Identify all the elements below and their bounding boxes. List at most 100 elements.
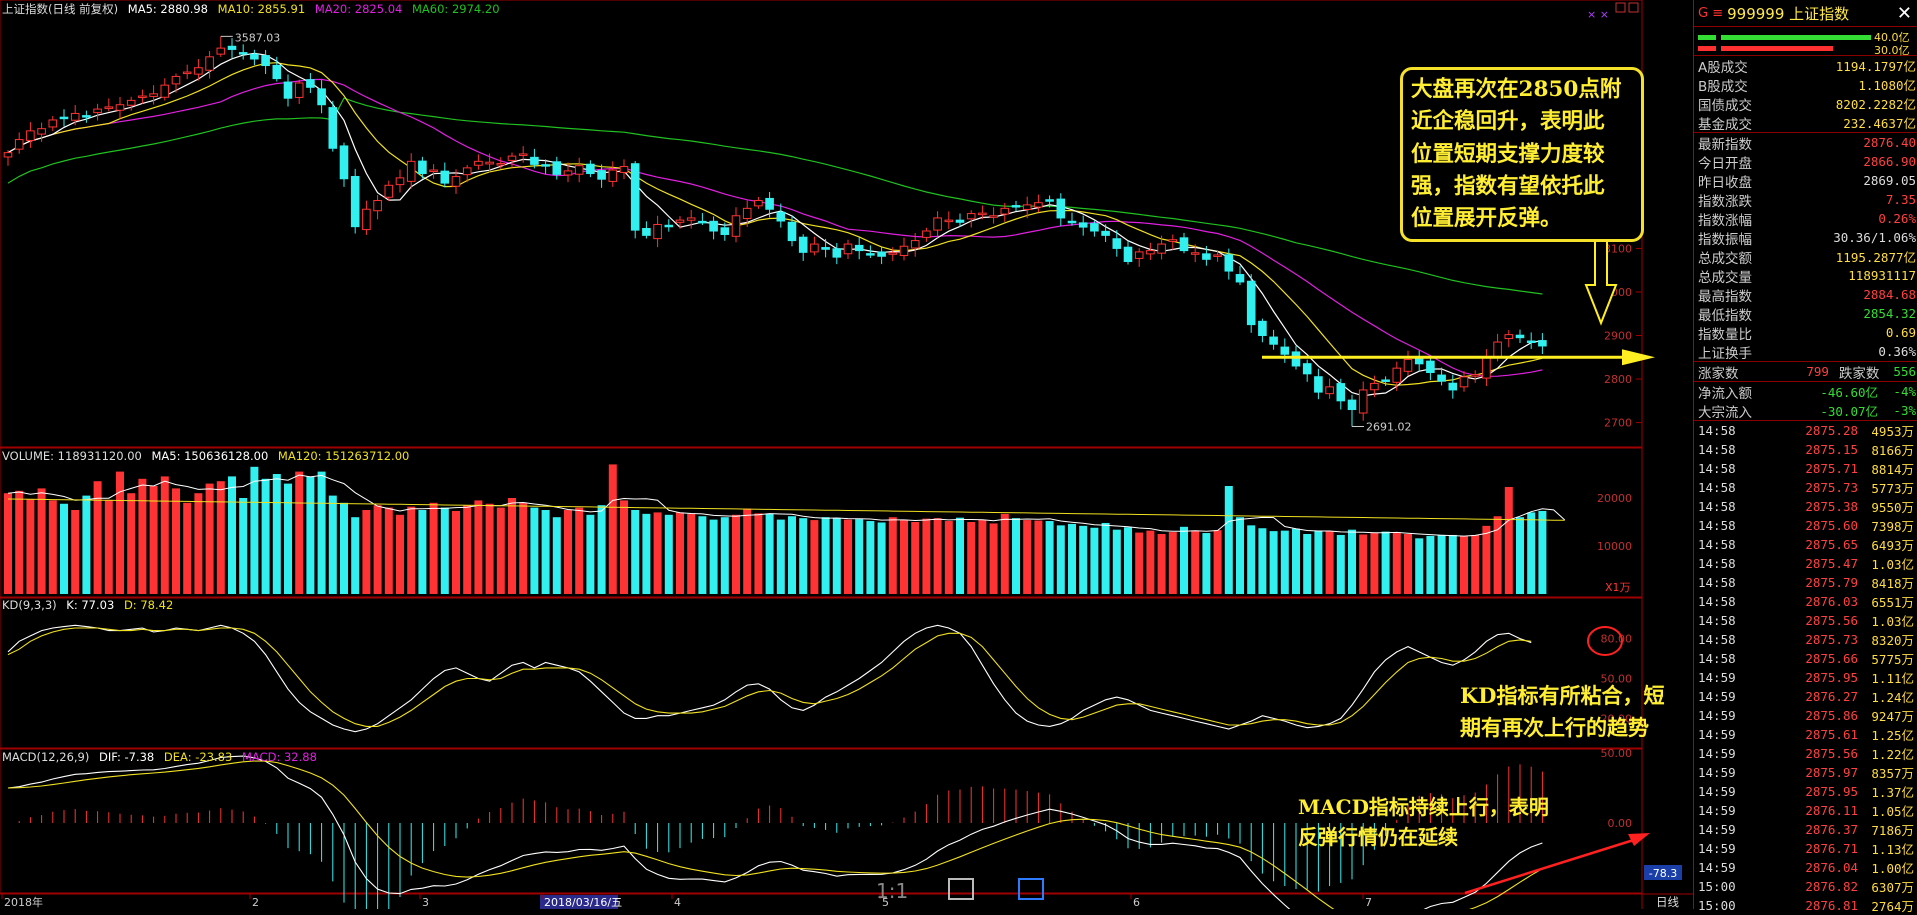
volume-ma120: MA120: 151263712.00: [277, 449, 410, 463]
period-label[interactable]: 日线: [1656, 895, 1679, 909]
candle-body: [1056, 198, 1066, 219]
index-stat-value: 118931117: [1848, 268, 1916, 283]
tick-row[interactable]: 15:00 2876.82 6307万: [1694, 877, 1917, 896]
candle-body: [888, 252, 898, 255]
tick-row[interactable]: 14:58 2875.65 6493万: [1694, 535, 1917, 554]
tick-volume: 9247万: [1871, 709, 1914, 724]
volume-bar: [1236, 517, 1244, 594]
volume-bar: [519, 502, 528, 594]
turnover-value: 1.1080亿: [1858, 78, 1916, 93]
tick-row[interactable]: 14:58 2875.38 9550万: [1694, 497, 1917, 516]
candle-body: [619, 166, 629, 173]
tick-row[interactable]: 14:58 2875.66 5775万: [1694, 649, 1917, 668]
volume-bar: [138, 478, 147, 594]
tick-row[interactable]: 14:59 2875.61 1.25亿: [1694, 725, 1917, 744]
index-stat-row: 指数振幅 30.36/1.06%: [1694, 228, 1917, 248]
drawing-tool-icon[interactable]: [1018, 878, 1044, 900]
tick-time: 14:58: [1698, 442, 1736, 457]
candle-body: [1213, 254, 1222, 257]
tick-row[interactable]: 14:58 2875.47 1.03亿: [1694, 554, 1917, 573]
tick-price: 2876.71: [1805, 841, 1858, 856]
candle-body: [261, 55, 270, 67]
tick-row[interactable]: 14:58 2875.71 8814万: [1694, 459, 1917, 478]
tick-price: 2875.73: [1805, 632, 1858, 647]
volume-bar: [586, 514, 595, 594]
tick-row[interactable]: 14:58 2875.28 4953万: [1694, 421, 1917, 440]
macd-dif: DIF: -7.38: [99, 750, 155, 764]
candle-body: [317, 88, 326, 106]
buy-sell-bars: 40.0亿 30.0亿: [1694, 26, 1917, 57]
fullscreen-icon[interactable]: [948, 878, 974, 900]
zoom-ratio-label[interactable]: 1:1: [876, 879, 909, 903]
candle-body: [1157, 243, 1166, 254]
tick-row[interactable]: 14:58 2875.60 7398万: [1694, 516, 1917, 535]
tick-row[interactable]: 14:59 2876.04 1.00亿: [1694, 858, 1917, 877]
candle-body: [59, 116, 69, 120]
tick-row[interactable]: 14:58 2875.73 8320万: [1694, 630, 1917, 649]
volume-bar: [597, 505, 606, 594]
tick-time: 14:58: [1698, 423, 1736, 438]
candle-body: [126, 99, 136, 106]
index-stat-value: 1195.2877亿: [1835, 250, 1916, 265]
candle-body: [429, 169, 438, 173]
tick-volume: 4953万: [1871, 424, 1914, 439]
volume-bar: [900, 519, 908, 594]
candle-body: [1168, 239, 1178, 242]
bar2-value: 30.0亿: [1874, 44, 1910, 57]
kd-k-line: [7, 624, 1532, 733]
candle-body: [1269, 336, 1278, 345]
volume-bar: [93, 481, 102, 594]
candle-body: [664, 224, 674, 228]
volume-bar: [418, 510, 427, 594]
candle-body: [216, 47, 226, 55]
candle-body: [395, 177, 405, 186]
volume-bar: [709, 519, 718, 594]
candle-body: [933, 217, 942, 231]
candle-body: [955, 219, 965, 223]
tick-list[interactable]: 14:58 2875.28 4953万 14:58 2875.15 8166万 14:58 2…: [1694, 420, 1917, 915]
tick-row[interactable]: 14:58 2875.15 8166万: [1694, 440, 1917, 459]
tick-row[interactable]: 14:58 2876.03 6551万: [1694, 592, 1917, 611]
tick-row[interactable]: 14:59 2876.37 7186万: [1694, 820, 1917, 839]
tick-row[interactable]: 14:58 2875.79 8418万: [1694, 573, 1917, 592]
close-icon[interactable]: ✕: [1896, 2, 1912, 24]
candle-body: [1403, 358, 1413, 372]
volume-bar: [1303, 534, 1312, 594]
index-stat-label: 最低指数: [1698, 307, 1752, 324]
volume-bar: [1415, 538, 1424, 594]
volume-bar: [877, 522, 886, 594]
tick-time: 14:59: [1698, 708, 1736, 723]
tick-volume: 6551万: [1871, 595, 1914, 610]
tick-row[interactable]: 14:59 2875.95 1.11亿: [1694, 668, 1917, 687]
candle-body: [138, 95, 147, 99]
tick-row[interactable]: 14:59 2875.97 8357万: [1694, 763, 1917, 782]
chart-canvas[interactable]: 3500340033003200310030002900280027003587…: [0, 0, 1693, 909]
tick-row[interactable]: 14:59 2875.95 1.37亿: [1694, 782, 1917, 801]
index-stat-row: 最低指数 2854.32: [1694, 304, 1917, 324]
tick-row[interactable]: 15:00 2876.81 2764万: [1694, 896, 1917, 915]
candle-body: [1302, 363, 1312, 375]
macd-current-value: -78.3: [1649, 867, 1677, 880]
tick-row[interactable]: 14:58 2875.56 1.03亿: [1694, 611, 1917, 630]
fund-flow-row: 大宗流入 -30.07亿 -3%: [1694, 401, 1917, 421]
volume-bar: [1213, 530, 1222, 594]
kline-chart-area[interactable]: 3500340033003200310030002900280027003587…: [0, 0, 1693, 909]
volume-bar: [1112, 529, 1121, 594]
candle-body: [698, 220, 707, 224]
tick-row[interactable]: 14:59 2875.86 9247万: [1694, 706, 1917, 725]
volume-bar: [732, 514, 740, 594]
volume-bar: [720, 517, 729, 594]
tick-row[interactable]: 14:58 2875.73 5773万: [1694, 478, 1917, 497]
candle-body: [205, 56, 214, 71]
volume-bar: [429, 502, 438, 594]
volume-bar: [183, 502, 192, 594]
candle-body: [1034, 202, 1043, 208]
tick-row[interactable]: 14:59 2875.56 1.22亿: [1694, 744, 1917, 763]
tick-row[interactable]: 14:59 2876.11 1.05亿: [1694, 801, 1917, 820]
tick-time: 14:59: [1698, 670, 1736, 685]
tick-row[interactable]: 14:59 2876.71 1.13亿: [1694, 839, 1917, 858]
volume-bar: [1482, 525, 1491, 594]
volume-bar: [552, 517, 561, 594]
tick-time: 14:58: [1698, 461, 1736, 476]
tick-row[interactable]: 14:59 2876.27 1.24亿: [1694, 687, 1917, 706]
